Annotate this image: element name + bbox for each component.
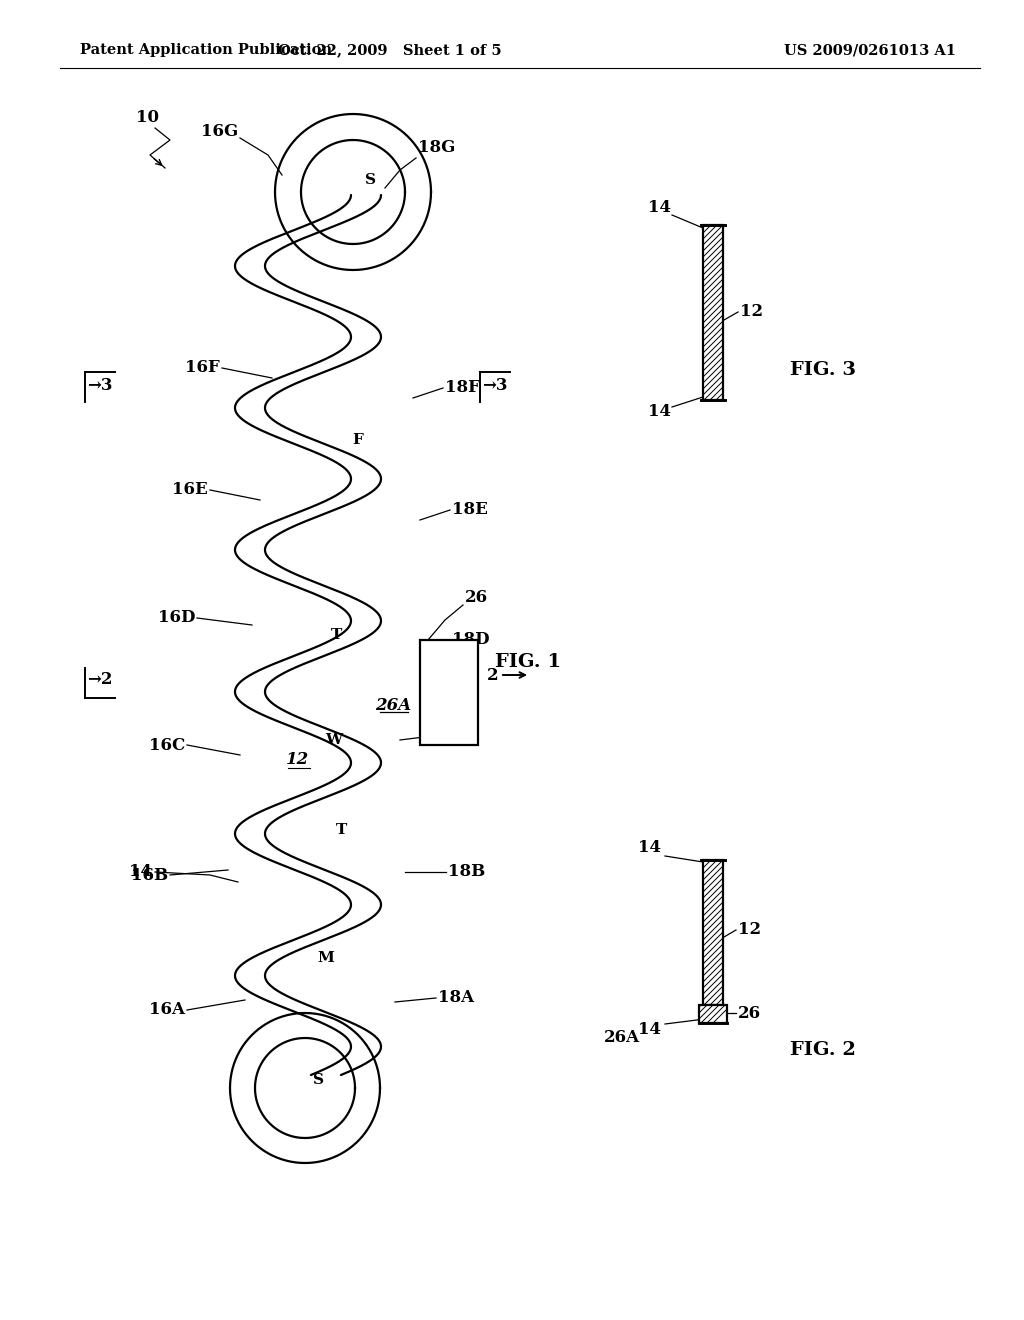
Text: Oct. 22, 2009   Sheet 1 of 5: Oct. 22, 2009 Sheet 1 of 5 [279,44,502,57]
Text: US 2009/0261013 A1: US 2009/0261013 A1 [784,44,956,57]
Text: 16E: 16E [172,482,208,499]
Text: FIG. 3: FIG. 3 [790,360,856,379]
Text: Patent Application Publication: Patent Application Publication [80,44,332,57]
Text: 18B: 18B [449,863,485,880]
Text: 18D: 18D [452,631,489,648]
Text: FIG. 2: FIG. 2 [790,1041,856,1059]
Text: S: S [312,1073,324,1086]
Text: FIG. 1: FIG. 1 [495,653,561,671]
Text: 26: 26 [465,590,488,606]
Text: →3: →3 [482,376,508,393]
Text: 18F: 18F [445,380,480,396]
Text: 16A: 16A [150,1002,185,1019]
Text: 12: 12 [287,751,309,768]
Text: W: W [325,733,342,747]
Text: 14: 14 [639,1022,662,1039]
Text: 18A: 18A [438,990,474,1006]
Text: 12: 12 [740,304,763,321]
Text: 14: 14 [648,404,672,421]
Text: 14: 14 [648,199,672,216]
Text: 16D: 16D [158,610,195,627]
Text: 14: 14 [639,840,662,857]
Bar [703,861,723,1005]
Text: F: F [352,433,362,447]
Text: S: S [365,173,376,187]
Bar [703,224,723,400]
Text: 2: 2 [486,667,498,684]
Text: 26A: 26A [375,697,411,714]
Text: 18C: 18C [442,726,478,743]
Text: →2: →2 [87,672,113,689]
Text: 16C: 16C [148,737,185,754]
Text: M: M [317,950,334,965]
Text: 14: 14 [129,863,152,880]
Bar [699,1005,727,1023]
Bar [420,640,478,744]
Text: 26: 26 [738,1005,761,1022]
Text: T: T [336,822,347,837]
Text: 10: 10 [136,110,160,127]
Text: 16G: 16G [201,124,238,140]
Text: 18E: 18E [452,502,487,519]
Text: 26A: 26A [604,1030,640,1047]
Text: 18G: 18G [418,140,456,157]
Text: 16F: 16F [185,359,220,376]
Text: →3: →3 [87,376,113,393]
Text: 12: 12 [738,921,761,939]
Text: T: T [331,628,342,642]
Text: 16B: 16B [131,866,168,883]
